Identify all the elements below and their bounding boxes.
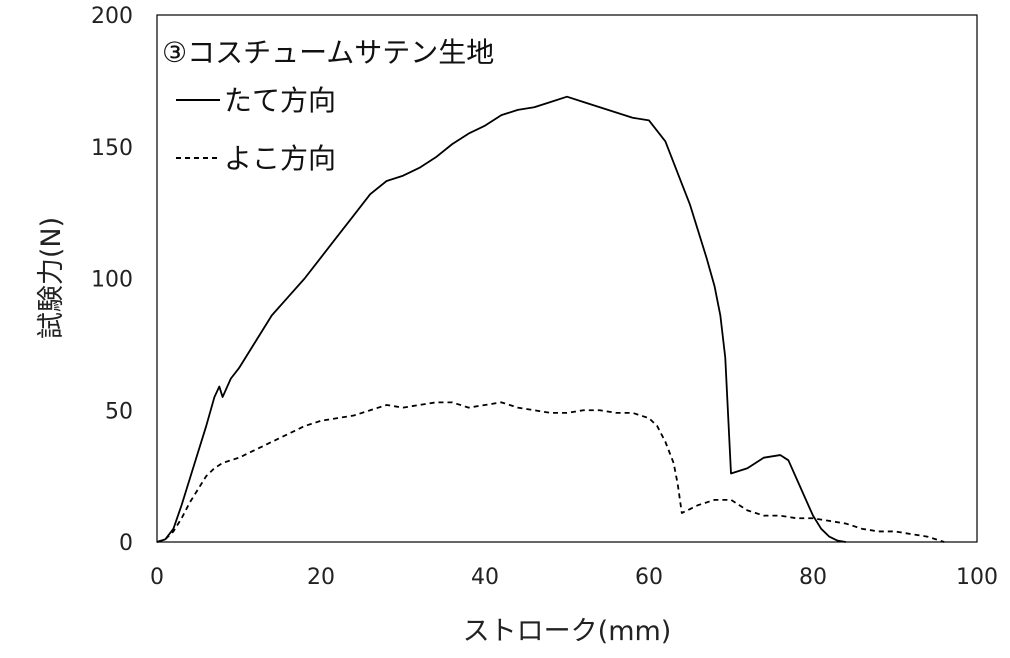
y-tick-label: 0 [119,531,133,556]
x-tick-label: 20 [307,565,335,590]
x-tick-label: 0 [150,565,164,590]
y-tick-label: 100 [91,268,133,293]
y-tick-label: 150 [91,136,133,161]
x-tick-label: 100 [956,565,998,590]
series-layer [156,95,945,543]
chart-title: ③コスチュームサテン生地 [162,36,494,69]
y-tick-labels: 0 50 100 150 200 [91,4,133,556]
x-axis-title: ストローク(mm) [463,616,672,647]
x-tick-label: 40 [471,565,499,590]
x-tick-label: 80 [799,565,827,590]
y-tick-label: 200 [91,4,133,29]
x-tick-labels: 0 20 40 60 80 100 [150,565,998,590]
legend: ③コスチュームサテン生地 たて方向 よこ方向 [162,36,494,175]
x-tick-label: 60 [635,565,663,590]
legend-label-yoko: よこ方向 [224,142,336,175]
y-axis-title: 試験力(N) [36,217,67,339]
legend-label-tate: たて方向 [224,84,336,117]
y-tick-label: 50 [105,399,133,424]
series-line-tate [156,95,846,543]
series-line-yoko [156,401,945,543]
plot-area-frame [156,14,978,543]
